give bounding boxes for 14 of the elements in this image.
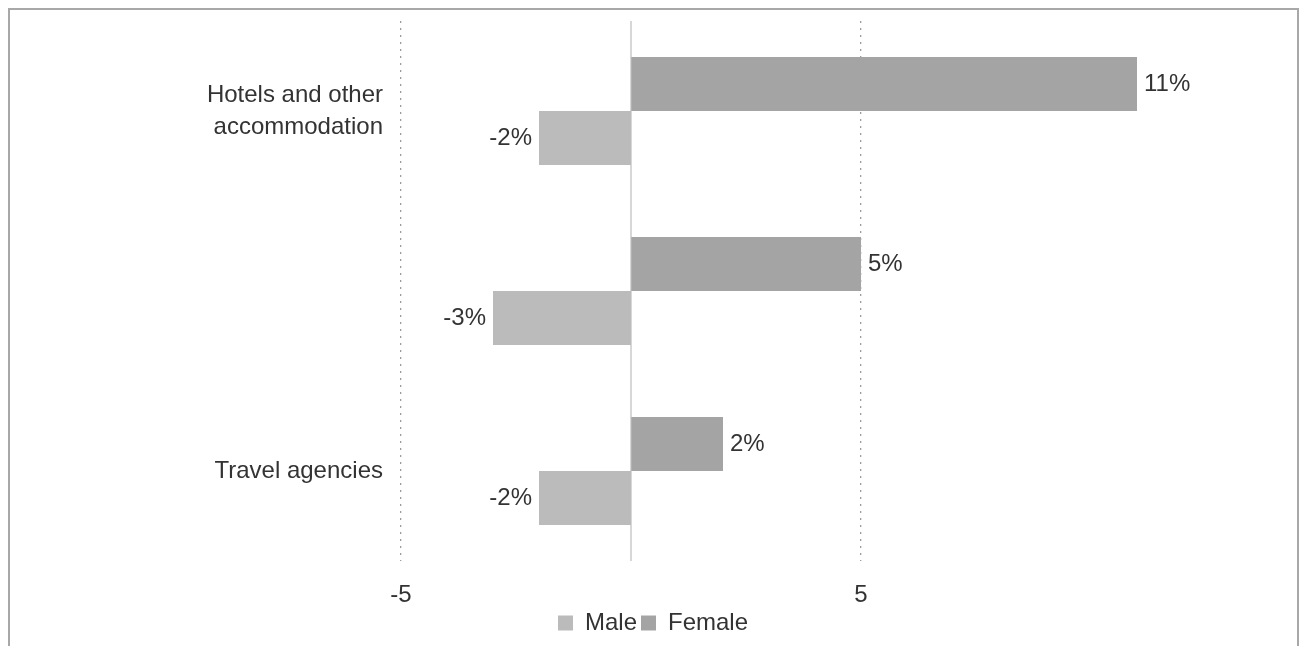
data-label: -2%: [489, 122, 532, 150]
data-label: -2%: [489, 482, 532, 510]
x-tick-label: -5: [390, 579, 412, 607]
legend-label: Male: [584, 607, 638, 635]
data-label: 5%: [868, 248, 903, 276]
bar: [631, 417, 723, 471]
data-label: 2%: [730, 428, 765, 456]
y-tick-label: Travel agencies: [214, 455, 383, 483]
data-label: -3%: [443, 302, 486, 330]
y-tick-label: Hotels and other accommodation: [206, 79, 384, 139]
x-tick-label: 5: [854, 579, 868, 607]
bar: [631, 237, 861, 291]
data-label: 11%: [1144, 68, 1191, 96]
legend-label: Female: [668, 607, 749, 635]
